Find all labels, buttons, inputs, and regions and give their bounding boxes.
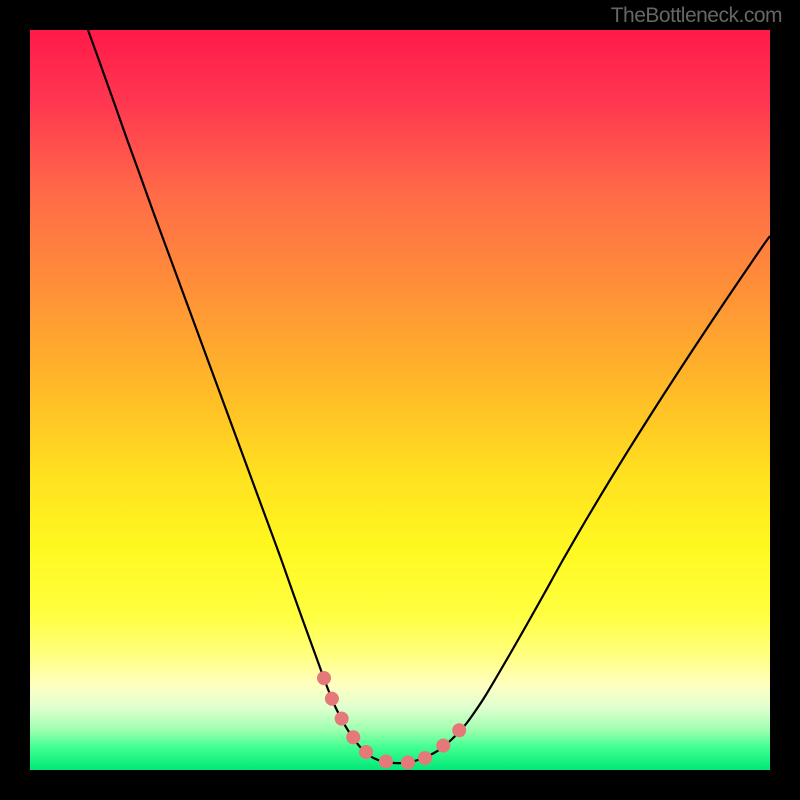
watermark-text: TheBottleneck.com xyxy=(611,4,782,28)
chart-plot-area xyxy=(30,30,770,770)
chart-svg xyxy=(30,30,770,770)
